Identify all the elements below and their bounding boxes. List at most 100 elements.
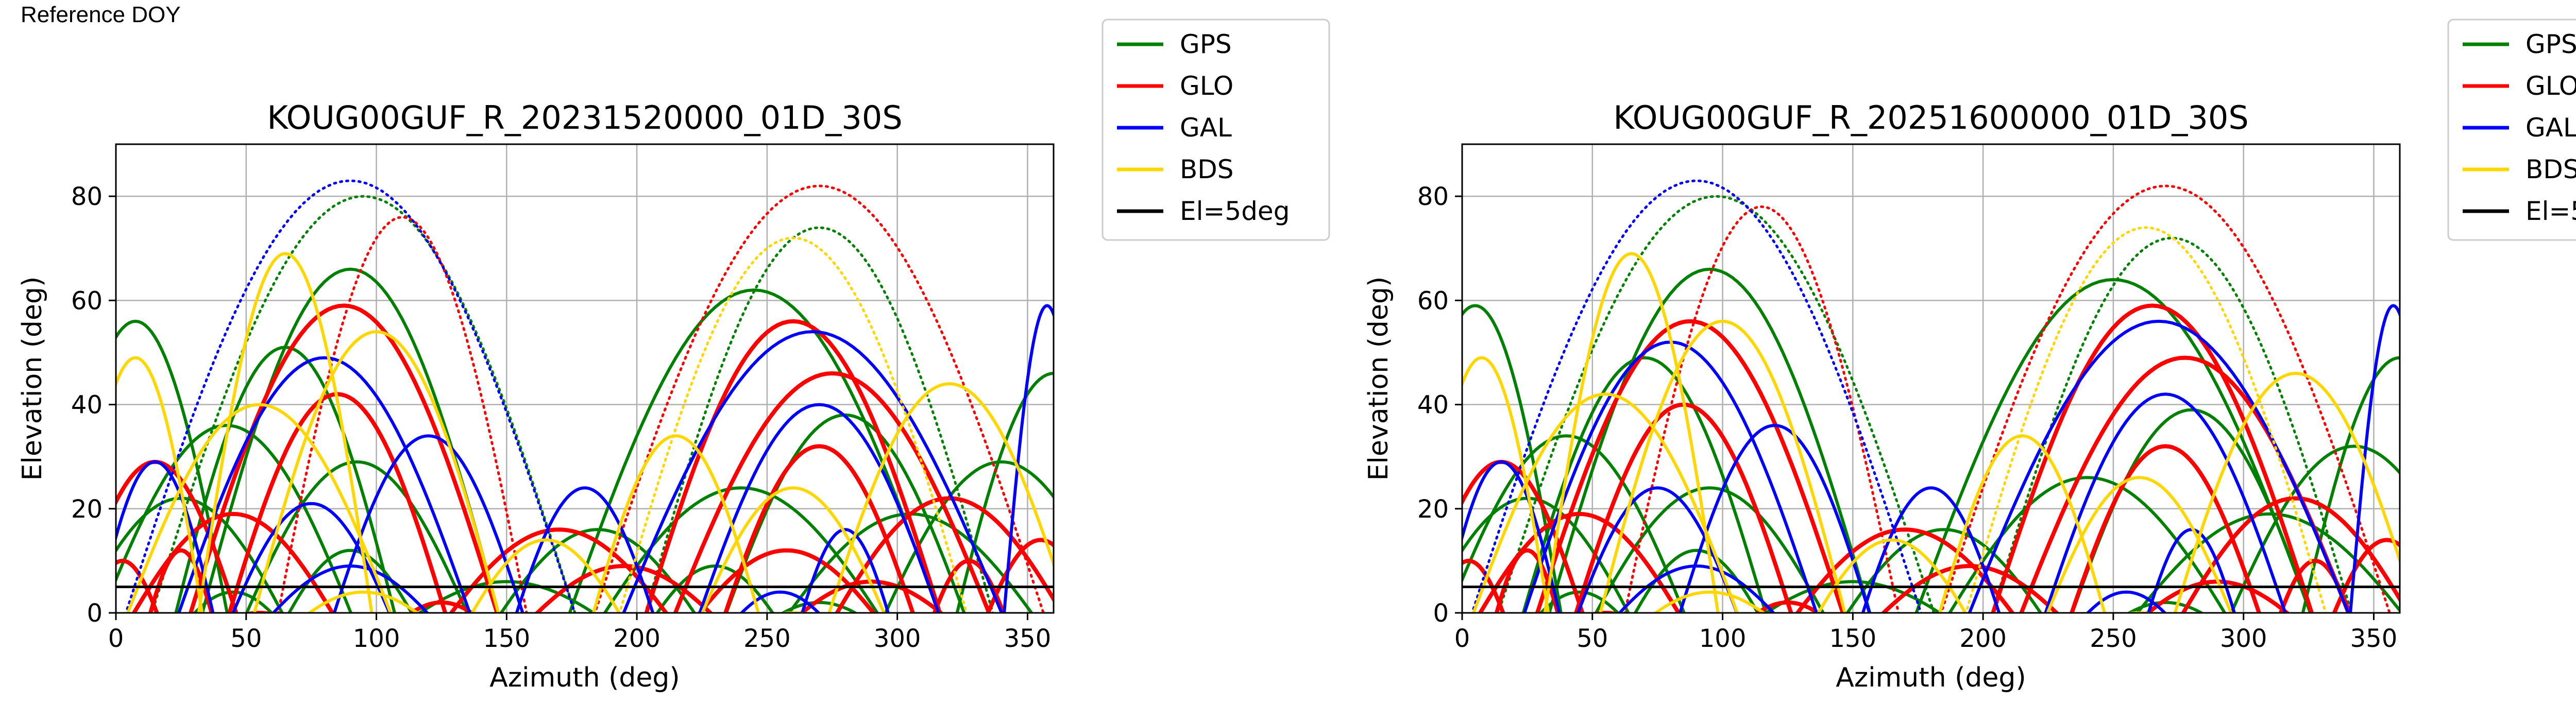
- plot-frame: [1461, 143, 2401, 614]
- track-glo: [277, 216, 528, 613]
- reference-doy-label: Reference DOY: [21, 2, 181, 27]
- legend: GPS GLO GAL BDS El=5deg: [1101, 19, 1330, 241]
- grid: [1461, 144, 2400, 614]
- track-gps: [2126, 601, 2205, 613]
- chart-title: KOUG00GUF_R_20231520000_01D_30S: [267, 99, 902, 136]
- track-bds: [777, 611, 809, 613]
- track-bds: [1471, 392, 1739, 613]
- track-gal: [739, 590, 821, 613]
- track-gal: [1861, 486, 2001, 613]
- track-glo: [2069, 444, 2262, 613]
- track-gps: [116, 319, 229, 613]
- legend-entry: El=5deg: [2526, 196, 2576, 226]
- track-bds: [700, 486, 886, 613]
- track-glo: [1991, 303, 2314, 613]
- track-glo: [148, 548, 214, 613]
- track-gps: [287, 548, 414, 613]
- x-tick-label: 200: [1959, 624, 2007, 653]
- y-tick-label: 0: [1433, 599, 1449, 628]
- track-bds: [827, 382, 1054, 613]
- track-gps: [192, 590, 274, 613]
- track-gal: [2349, 304, 2400, 613]
- track-gps: [2301, 356, 2400, 613]
- track-glo: [594, 184, 1045, 613]
- x-tick-label: 350: [2350, 624, 2398, 653]
- track-bds: [2173, 371, 2400, 613]
- track-bds: [2123, 611, 2156, 613]
- y-tick-label: 60: [71, 286, 103, 315]
- track-bds: [618, 236, 968, 613]
- track-gps: [1538, 590, 1620, 613]
- track-gal: [1968, 319, 2350, 613]
- chart-title: KOUG00GUF_R_20251600000_01D_30S: [1613, 99, 2248, 136]
- track-bds: [116, 356, 204, 613]
- track-glo: [1754, 600, 1822, 613]
- series-bds: [1462, 226, 2400, 613]
- track-glo: [2332, 538, 2400, 613]
- legend-entry: GAL: [1180, 113, 1232, 143]
- track-glo: [1462, 558, 1505, 613]
- x-axis-label: Azimuth (deg): [1836, 662, 2026, 693]
- x-tick-label: 250: [743, 624, 791, 653]
- track-bds: [1938, 434, 2107, 613]
- track-gps: [1914, 278, 2312, 613]
- x-tick-label: 100: [353, 624, 400, 653]
- satellite-tracks: [116, 179, 1054, 613]
- track-bds: [591, 434, 760, 613]
- track-glo: [1494, 548, 1560, 613]
- track-gal: [2044, 392, 2287, 613]
- series-bds: [116, 236, 1054, 613]
- x-tick-label: 50: [230, 624, 262, 653]
- track-gal: [515, 486, 655, 613]
- track-bds: [307, 590, 420, 613]
- legend-box: [1101, 19, 1330, 241]
- x-tick-label: 150: [1829, 624, 1877, 653]
- track-glo: [188, 303, 499, 613]
- track-glo: [986, 538, 1054, 613]
- track-glo: [2181, 496, 2400, 613]
- legend-box: [2447, 19, 2576, 241]
- track-bds: [2046, 476, 2233, 613]
- track-gal: [622, 330, 1004, 613]
- plot-frame: [115, 143, 1055, 614]
- track-gal: [116, 460, 215, 613]
- satellite-tracks: [1462, 179, 2400, 613]
- track-gps: [780, 601, 858, 613]
- x-tick-label: 200: [613, 624, 660, 653]
- track-gal: [1617, 564, 1776, 613]
- track-bds: [1653, 590, 1766, 613]
- legend-entry: GPS: [1180, 29, 1232, 59]
- track-gps: [2135, 512, 2400, 613]
- legend-entry: GLO: [1180, 71, 1233, 101]
- chart-1: 0 50 100 150 200 250 300 350 0 20 40 60 80 KOUG00GUF_…: [17, 19, 1330, 693]
- track-glo: [932, 558, 1006, 613]
- track-gps: [1462, 434, 1686, 613]
- track-bds: [1599, 319, 1846, 613]
- track-glo: [835, 496, 1054, 613]
- y-axis-label: Elevation (deg): [17, 277, 48, 481]
- x-tick-label: 0: [1454, 624, 1470, 653]
- track-gps: [884, 460, 1054, 613]
- track-gps: [1763, 580, 1943, 613]
- track-gps: [116, 423, 353, 613]
- x-axis-label: Azimuth (deg): [489, 662, 680, 693]
- track-gps: [417, 580, 597, 613]
- track-glo: [1940, 184, 2391, 613]
- chart-2: 0 50 100 150 200 250 300 350 0 20 40 60 80 KOUG00GUF_…: [1363, 19, 2576, 693]
- y-tick-label: 80: [71, 182, 103, 211]
- track-glo: [644, 319, 942, 613]
- track-gal: [177, 356, 471, 613]
- legend-entry: GLO: [2526, 71, 2576, 101]
- track-gps: [644, 226, 994, 613]
- series-gal: [116, 179, 1054, 613]
- y-tick-label: 60: [1417, 286, 1449, 315]
- track-bds: [1462, 356, 1550, 613]
- track-glo: [697, 548, 876, 613]
- track-bds: [126, 403, 393, 613]
- track-gps: [150, 195, 577, 613]
- x-tick-label: 250: [2090, 624, 2137, 653]
- track-gps: [1462, 304, 1563, 613]
- track-bds: [197, 252, 374, 613]
- y-tick-label: 20: [71, 495, 103, 524]
